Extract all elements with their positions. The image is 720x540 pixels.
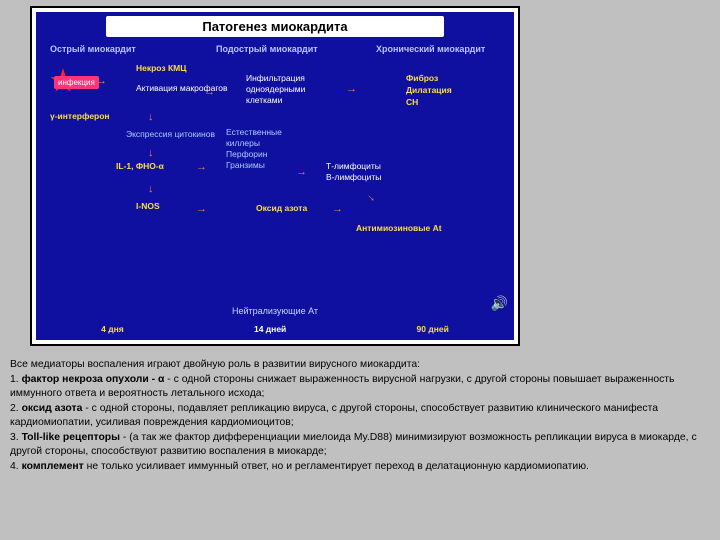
t: 1. — [10, 374, 22, 385]
node-blymph: В-лимфоциты — [326, 173, 381, 182]
t: оксид азота — [22, 403, 83, 414]
node-infil1: Инфильтрация — [246, 74, 305, 83]
node-infil2: одноядерными — [246, 85, 305, 94]
infection-badge: инфекция — [54, 76, 99, 89]
caption-p4: 4. комплемент не только усиливает иммунн… — [10, 460, 710, 474]
node-dilat: Дилатация — [406, 86, 452, 95]
col-chronic: Хронический миокардит — [376, 44, 485, 54]
arrow-icon: ↓ — [148, 112, 154, 123]
arrow-icon: → — [196, 204, 207, 215]
speaker-icon: 🔊 — [491, 295, 508, 312]
node-nekroz: Некроз КМЦ — [136, 64, 186, 73]
arrow-icon: → — [196, 162, 207, 173]
t: - с одной стороны, подавляет репликацию … — [10, 403, 658, 428]
node-killer4: Гранзимы — [226, 161, 265, 170]
node-antimioz: Антимиозиновые At — [356, 224, 442, 233]
node-tlymph: Т-лимфоциты — [326, 162, 381, 171]
t: 3. — [10, 432, 22, 443]
days-14: 14 дней — [254, 324, 286, 334]
node-inos: I-NOS — [136, 202, 160, 211]
t: не только усиливает иммунный ответ, но и… — [84, 461, 589, 472]
slide: Патогенез миокардита Острый миокардит По… — [36, 12, 514, 340]
col-acute: Острый миокардит — [50, 44, 136, 54]
arrow-icon: → — [96, 76, 107, 87]
neutral-label: Нейтрализующие Ат — [36, 306, 514, 316]
arrow-icon: → — [364, 190, 380, 206]
node-killer1: Естественные — [226, 128, 282, 137]
arrow-icon: → — [296, 167, 307, 178]
t: 2. — [10, 403, 22, 414]
arrow-icon: → — [204, 87, 215, 98]
arrow-icon: ↓ — [148, 148, 154, 159]
caption-p3: 3. Toll-like рецепторы - (а так же факто… — [10, 431, 710, 459]
arrow-icon: → — [346, 84, 357, 95]
slide-title: Патогенез миокардита — [106, 16, 444, 37]
arrow-icon: → — [332, 204, 343, 215]
caption-intro: Все медиаторы воспаления играют двойную … — [10, 358, 710, 372]
t: фактор некроза опухоли - α — [22, 374, 165, 385]
col-subacute: Подострый миокардит — [216, 44, 318, 54]
node-infil3: клетками — [246, 96, 282, 105]
caption-p2: 2. оксид азота - с одной стороны, подавл… — [10, 402, 710, 430]
t: комплемент — [22, 461, 84, 472]
node-fibroz: Фиброз — [406, 74, 438, 83]
caption-text: Все медиаторы воспаления играют двойную … — [10, 358, 710, 475]
t: Toll-like рецепторы — [22, 432, 120, 443]
t: 4. — [10, 461, 22, 472]
node-ekspr: Экспрессия цитокинов — [126, 130, 215, 139]
timeline-row: 4 дня 14 дней 90 дней — [36, 324, 514, 334]
node-interferon: γ-интерферон — [50, 112, 110, 121]
node-oksid: Оксид азота — [256, 204, 307, 213]
node-killer2: киллеры — [226, 139, 260, 148]
node-il: IL-1, ФНО-α — [116, 162, 164, 171]
node-killer3: Перфорин — [226, 150, 267, 159]
days-4: 4 дня — [101, 324, 124, 334]
slide-container: Патогенез миокардита Острый миокардит По… — [30, 6, 520, 346]
caption-p1: 1. фактор некроза опухоли - α - с одной … — [10, 373, 710, 401]
node-sn: СН — [406, 98, 418, 107]
arrow-icon: ↓ — [148, 184, 154, 195]
days-90: 90 дней — [417, 324, 449, 334]
